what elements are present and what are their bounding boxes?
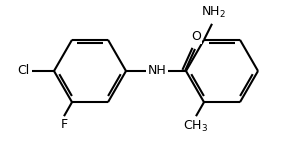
Text: F: F xyxy=(61,118,68,131)
Text: NH: NH xyxy=(148,65,167,77)
Text: O: O xyxy=(191,30,201,43)
Text: NH$_2$: NH$_2$ xyxy=(201,5,225,20)
Text: CH$_3$: CH$_3$ xyxy=(183,119,208,134)
Text: Cl: Cl xyxy=(18,65,30,77)
